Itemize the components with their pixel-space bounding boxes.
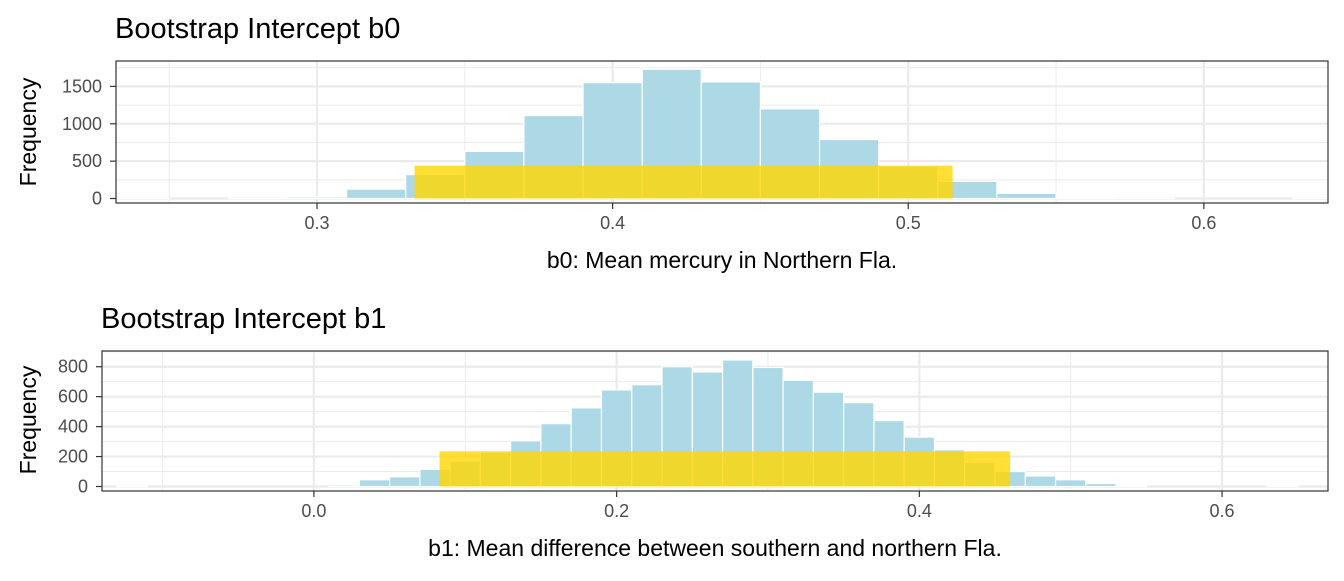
histogram-bar — [359, 480, 389, 487]
chart-title: Bootstrap Intercept b0 — [115, 13, 400, 45]
x-tick-label: 0.2 — [604, 501, 629, 521]
chart-title: Bootstrap Intercept b1 — [101, 303, 386, 335]
histogram-bar — [997, 193, 1056, 198]
x-tick-label: 0.0 — [301, 501, 326, 521]
histogram-bar — [1086, 484, 1116, 487]
y-tick-label: 0 — [78, 477, 88, 497]
histogram-bar — [1056, 198, 1115, 199]
histogram-bar — [1116, 486, 1146, 487]
y-tick-label: 0 — [92, 189, 102, 209]
y-axis-title: Frequency — [15, 365, 41, 474]
histogram-bar — [1056, 480, 1086, 487]
y-tick-label: 400 — [58, 417, 88, 437]
y-tick-label: 200 — [58, 447, 88, 467]
histogram-bar — [347, 189, 406, 198]
panel-b0: 0.3 0.4 0.5 0.6 0 500 1000 1500 Bootstrap Interc… — [15, 13, 1344, 273]
x-tick-label: 0.3 — [304, 213, 329, 233]
histogram-bar — [329, 485, 359, 486]
y-tick-label: 800 — [58, 357, 88, 377]
interval-band — [415, 166, 953, 199]
panel-b1: 0.0 0.2 0.4 0.6 0 200 400 600 800 Bootstrap Inter… — [15, 303, 1328, 561]
x-tick-label: 0.4 — [600, 213, 625, 233]
interval-band — [440, 451, 1011, 486]
x-tick-label: 0.5 — [896, 213, 921, 233]
y-axis-title: Frequency — [15, 77, 41, 186]
x-axis-title: b0: Mean mercury in Northern Fla. — [547, 247, 897, 273]
y-tick-label: 500 — [72, 151, 102, 171]
x-axis-title: b1: Mean difference between southern and… — [428, 535, 1002, 561]
y-tick-label: 1000 — [62, 114, 102, 134]
x-tick-label: 0.6 — [1210, 501, 1235, 521]
histogram-bar — [1025, 476, 1055, 486]
x-tick-label: 0.6 — [1191, 213, 1216, 233]
histogram-bar — [287, 197, 346, 198]
x-tick-label: 0.4 — [907, 501, 932, 521]
y-tick-label: 1500 — [62, 76, 102, 96]
histogram-bar — [390, 477, 420, 487]
y-tick-label: 600 — [58, 387, 88, 407]
